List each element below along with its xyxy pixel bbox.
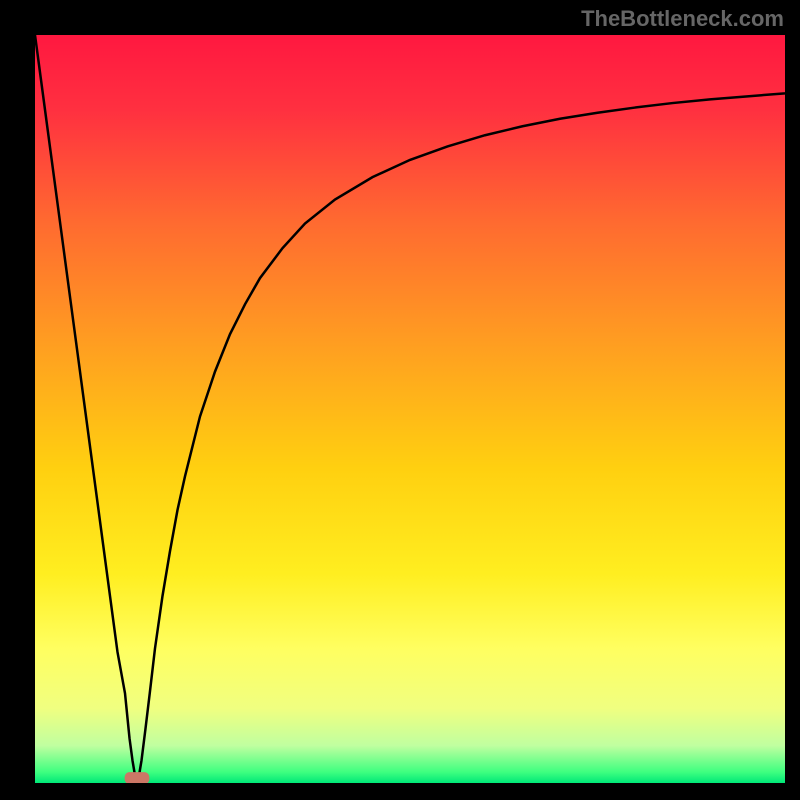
chart-svg — [35, 35, 785, 783]
optimal-marker — [125, 772, 150, 783]
watermark-text: TheBottleneck.com — [581, 6, 784, 32]
chart-plot-area — [35, 35, 785, 783]
